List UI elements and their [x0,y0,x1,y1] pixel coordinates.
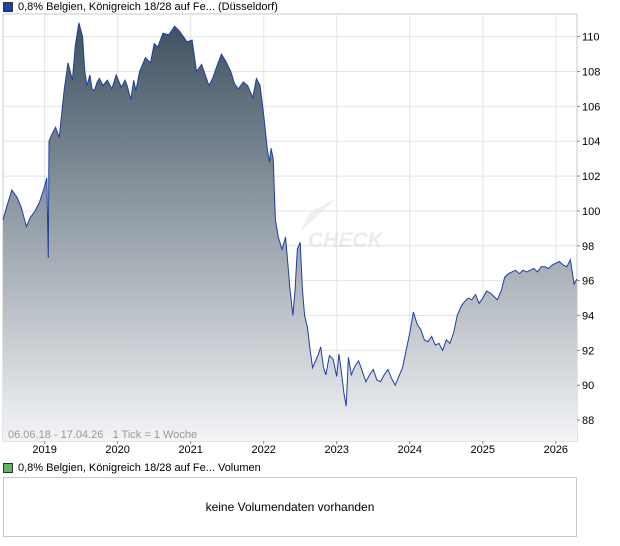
price-legend-label: 0,8% Belgien, Königreich 18/28 auf Fe...… [18,1,278,13]
y-tick-label: 106 [582,101,600,113]
price-legend-swatch [3,2,13,12]
x-tick-label: 2022 [251,444,275,456]
price-line [2,22,578,407]
x-axis: 2019 2020 2021 2022 2023 2024 2025 2026 [32,441,568,456]
volume-empty-message: keine Volumendaten vorhanden [205,500,375,514]
y-tick-label: 102 [582,171,600,183]
y-tick-label: 90 [582,380,594,392]
x-tick-label: 2019 [32,444,56,456]
price-chart: CHECK 88 90 92 94 96 98 100 102 104 106 108 110 201… [2,13,600,456]
volume-panel: keine Volumendaten vorhanden [3,477,577,537]
x-tick-label: 2026 [544,444,568,456]
volume-legend-label: 0,8% Belgien, Königreich 18/28 auf Fe...… [18,462,261,474]
y-axis: 88 90 92 94 96 98 100 102 104 106 108 110 [577,32,600,427]
y-tick-label: 100 [582,206,600,218]
y-tick-label: 96 [582,276,594,288]
x-tick-label: 2021 [178,444,202,456]
x-tick-label: 2025 [471,444,495,456]
volume-legend-swatch [3,463,13,473]
x-tick-label: 2020 [105,444,129,456]
y-tick-label: 104 [582,136,600,148]
watermark-swoosh-icon [300,198,337,232]
price-area [3,22,577,441]
price-legend: 0,8% Belgien, Königreich 18/28 auf Fe...… [3,0,278,14]
y-tick-label: 110 [582,32,600,44]
y-tick-label: 88 [582,415,594,427]
watermark-text: CHECK [308,229,385,252]
x-tick-label: 2023 [324,444,348,456]
y-tick-label: 108 [582,67,600,79]
y-tick-label: 94 [582,311,594,323]
volume-legend: 0,8% Belgien, Königreich 18/28 auf Fe...… [3,461,261,475]
x-tick-label: 2024 [398,444,422,456]
range-note: 06.06.18 - 17.04.26 1 Tick = 1 Woche [8,429,197,441]
y-tick-label: 92 [582,345,594,357]
y-tick-label: 98 [582,241,594,253]
watermark: CHECK [300,198,385,252]
